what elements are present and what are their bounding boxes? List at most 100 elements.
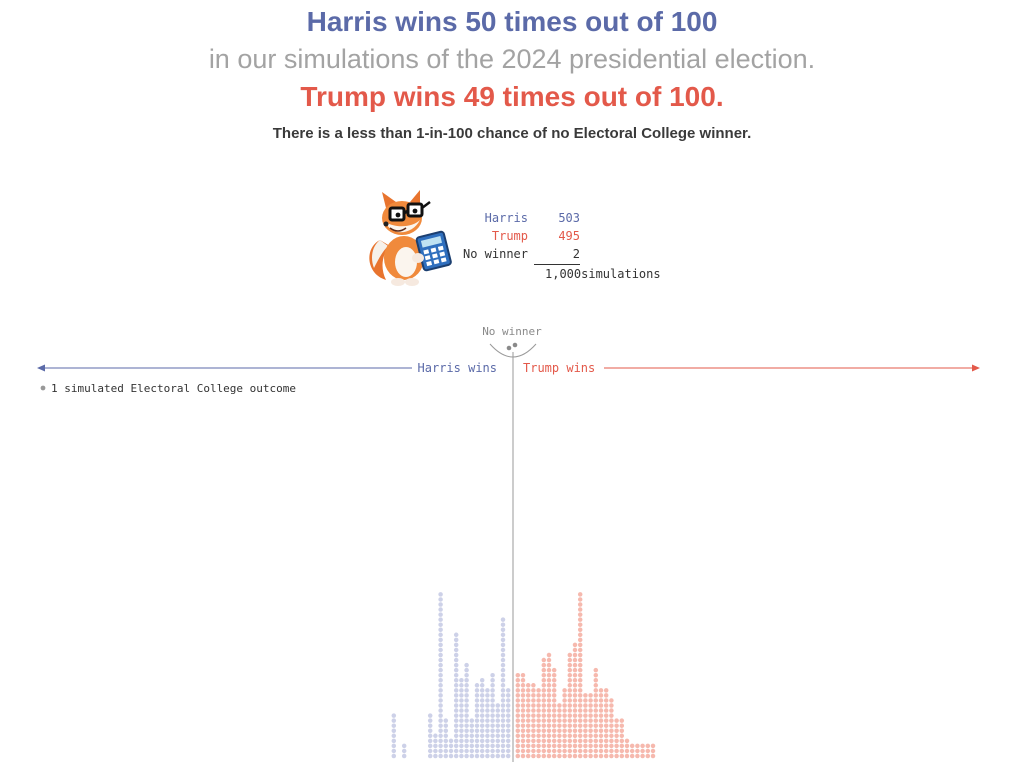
- simulation-dot: [557, 713, 562, 718]
- simulation-dot: [453, 657, 459, 663]
- simulation-dot: [614, 753, 619, 759]
- simulation-dot: [536, 743, 541, 749]
- simulation-dot: [572, 723, 578, 728]
- simulation-dot: [500, 693, 506, 698]
- simulation-dot: [614, 743, 619, 749]
- simulation-dot: [588, 728, 593, 733]
- simulation-dot: [500, 743, 506, 749]
- simulation-dot: [479, 753, 485, 759]
- simulation-dot: [551, 733, 557, 739]
- simulation-dot: [546, 703, 552, 708]
- simulation-dot: [577, 652, 583, 658]
- simulation-dot: [546, 738, 552, 744]
- simulation-dot: [490, 703, 495, 708]
- harris-column-16: [474, 683, 480, 759]
- simulation-dot: [546, 698, 552, 703]
- simulation-dot: [515, 703, 521, 708]
- simulation-dot: [500, 647, 506, 653]
- simulation-dot: [598, 688, 604, 693]
- simulation-dot: [438, 672, 443, 678]
- simulation-dot: [598, 738, 604, 744]
- simulation-dot: [474, 708, 480, 713]
- simulation-dot: [588, 693, 593, 698]
- simulation-dot: [577, 703, 583, 708]
- tally-total-rule: [534, 264, 580, 265]
- simulation-dot: [505, 708, 511, 713]
- simulation-dot: [541, 743, 547, 749]
- simulation-dot: [520, 718, 526, 723]
- simulation-dot: [619, 738, 625, 744]
- simulation-dot: [469, 738, 475, 744]
- simulation-dot: [567, 738, 573, 744]
- simulation-dot: [438, 612, 443, 617]
- simulation-dot: [485, 703, 490, 708]
- no-winner-note: There is a less than 1-in-100 chance of …: [272, 125, 752, 142]
- simulation-dot: [546, 713, 552, 718]
- simulation-dot: [443, 733, 449, 739]
- simulation-dot: [391, 748, 397, 754]
- simulation-dot: [603, 703, 609, 708]
- tally-harris-value: 503: [558, 211, 580, 225]
- simulation-dot: [567, 733, 573, 739]
- simulation-dot: [562, 718, 567, 723]
- simulation-dot: [500, 652, 506, 658]
- no-winner-axis-label: No winner: [482, 325, 542, 338]
- simulation-dot: [474, 683, 480, 688]
- simulation-dot: [546, 678, 552, 683]
- simulation-dot: [588, 708, 593, 713]
- trump-column-21: [624, 738, 630, 759]
- simulation-dot: [443, 723, 449, 728]
- simulation-dot: [572, 738, 578, 744]
- simulation-dot: [438, 602, 443, 607]
- simulation-dot: [577, 718, 583, 723]
- simulation-dot: [474, 723, 480, 728]
- simulation-dot: [500, 698, 506, 703]
- simulation-dot: [577, 662, 583, 668]
- simulation-dot: [531, 698, 536, 703]
- simulation-dot: [588, 698, 593, 703]
- simulation-dot: [453, 743, 459, 749]
- trump-column-13: [583, 693, 588, 759]
- trump-column-17: [603, 688, 609, 759]
- simulation-dot: [567, 748, 573, 754]
- simulation-dot: [459, 743, 464, 749]
- simulation-dot: [464, 678, 469, 683]
- harris-column-10: [443, 718, 449, 759]
- simulation-dot: [572, 698, 578, 703]
- simulation-dot: [500, 667, 506, 673]
- simulation-dot: [593, 733, 599, 739]
- simulation-dot: [479, 703, 485, 708]
- simulation-dot: [624, 748, 630, 754]
- simulation-dot: [557, 723, 562, 728]
- harris-column-13: [459, 678, 464, 759]
- simulation-dot: [572, 672, 578, 678]
- tally-total-value: 1,000: [545, 267, 582, 281]
- simulation-dot: [593, 683, 599, 688]
- simulation-dot: [464, 688, 469, 693]
- simulation-dot: [525, 683, 531, 688]
- simulation-dot: [464, 672, 469, 678]
- simulation-dot: [474, 693, 480, 698]
- simulation-dot: [593, 667, 599, 673]
- simulation-dot: [500, 683, 506, 688]
- simulation-dot: [401, 753, 407, 759]
- simulation-dot: [567, 753, 573, 759]
- simulation-dot: [577, 678, 583, 683]
- simulation-dot: [541, 723, 547, 728]
- simulation-dot: [453, 738, 459, 744]
- simulation-dot: [640, 748, 645, 754]
- simulation-dot: [474, 698, 480, 703]
- simulation-dot: [495, 708, 501, 713]
- simulation-dot: [453, 698, 459, 703]
- simulation-dot: [562, 733, 567, 739]
- simulation-dot: [593, 688, 599, 693]
- simulation-dot: [515, 723, 521, 728]
- simulation-dot: [505, 738, 511, 744]
- simulation-dot: [401, 743, 407, 749]
- simulation-dot: [485, 738, 490, 744]
- simulation-dot: [577, 597, 583, 602]
- simulation-dot: [515, 753, 521, 759]
- simulation-dot: [515, 678, 521, 683]
- simulation-dot: [474, 713, 480, 718]
- simulation-dot: [583, 698, 588, 703]
